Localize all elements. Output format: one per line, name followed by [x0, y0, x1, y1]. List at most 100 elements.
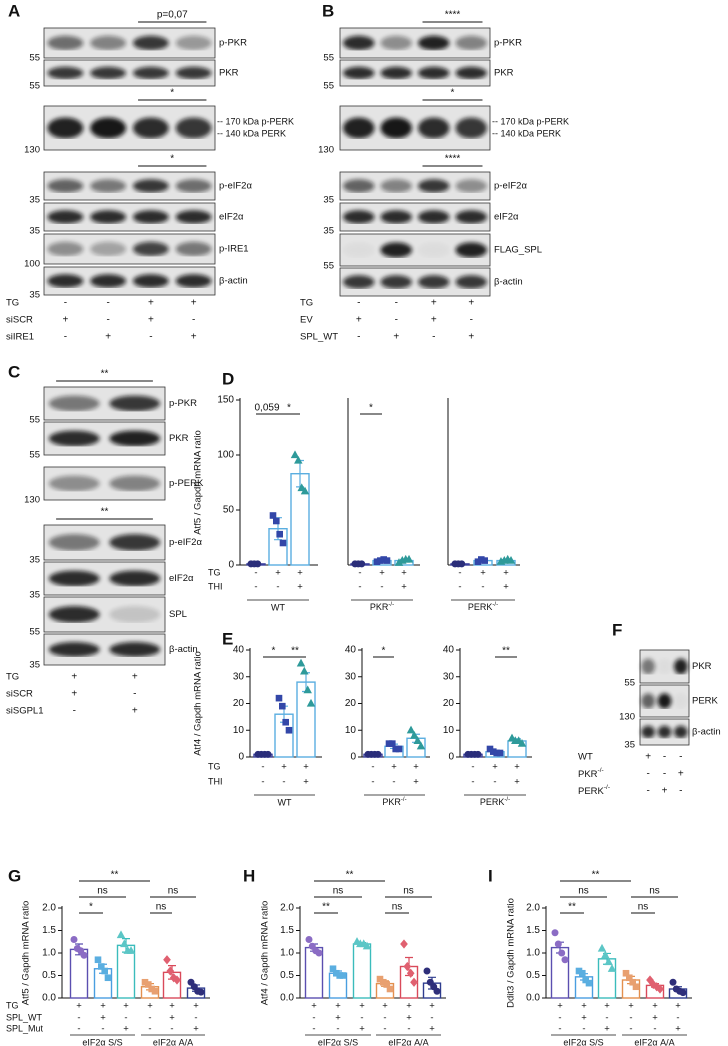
data-point: [652, 982, 661, 992]
y-tick-label: 30: [443, 671, 455, 682]
treatment-sign: +: [62, 315, 68, 326]
panel-letter: B: [322, 1, 334, 20]
blot-band: [109, 475, 161, 492]
data-point: [601, 950, 610, 959]
treatment-sign: -: [358, 568, 361, 579]
y-axis-label: Atf4 / Gapdh mRNA ratio: [260, 901, 271, 1006]
treatment-name: siSGPL1: [6, 706, 44, 717]
y-tick-label: 20: [345, 698, 357, 709]
treatment-sign: +: [76, 1001, 82, 1012]
treatment-sign: +: [406, 1013, 412, 1024]
treatment-sign: -: [192, 315, 195, 326]
y-tick-label: 0: [238, 752, 244, 763]
treatment-sign: -: [629, 1013, 632, 1024]
treatment-sign: +: [100, 1001, 106, 1012]
blot-band: [455, 210, 487, 224]
data-point: [308, 942, 316, 950]
blot-label: eIF2α: [219, 212, 244, 223]
treatment-sign: -: [148, 1013, 151, 1024]
blot-label: PERK: [692, 696, 719, 707]
treatment-sign: +: [503, 582, 509, 593]
blot-band: [175, 35, 212, 51]
treatment-sign: -: [64, 332, 67, 343]
data-point: [579, 969, 586, 977]
y-tick-label: 150: [217, 395, 234, 406]
blot-band: [90, 117, 127, 139]
data-point: [406, 725, 416, 734]
data-point: [649, 979, 658, 990]
treatment-sign: -: [679, 786, 682, 797]
data-point: [474, 750, 482, 758]
treatment-sign: +: [147, 1001, 153, 1012]
blot-label: β-actin: [494, 277, 523, 288]
blot-band: [109, 395, 161, 412]
panel-letter: H: [243, 866, 255, 885]
significance-label: ns: [638, 902, 649, 913]
y-tick-label: 40: [443, 645, 455, 656]
blot-band: [132, 241, 169, 257]
mw-marker: 35: [323, 226, 334, 237]
panel-letter: D: [222, 369, 234, 388]
blot-band: [132, 117, 169, 139]
data-point: [386, 985, 394, 993]
group-label-main: PERK: [480, 797, 505, 807]
treatment-sign: +: [335, 1013, 341, 1024]
significance-label: p=0,07: [157, 10, 188, 21]
mw-marker: 130: [24, 145, 40, 156]
treatment-sign: +: [413, 762, 419, 773]
data-point: [632, 983, 640, 991]
treatment-name: TG: [6, 298, 19, 309]
treatment-sign: -: [470, 315, 473, 326]
treatment-name-sup: -/-: [604, 784, 610, 791]
panel-letter: A: [8, 1, 20, 20]
blot-label: eIF2α: [169, 573, 194, 584]
treatment-sign: +: [393, 332, 399, 343]
data-point: [290, 450, 300, 459]
significance-label: **: [592, 870, 600, 881]
data-point: [264, 750, 272, 758]
blot-band: [132, 179, 169, 193]
data-point: [410, 730, 419, 739]
treatment-sign: +: [401, 568, 407, 579]
data-point: [481, 557, 488, 564]
blot-band: [47, 210, 84, 224]
data-point: [305, 936, 313, 943]
treatment-sign: -: [558, 1013, 561, 1024]
blot-label: PKR: [219, 68, 239, 79]
group-label-sup: -/-: [492, 602, 498, 608]
data-point: [166, 966, 175, 976]
blot-label: p-eIF2α: [494, 181, 527, 192]
data-point: [297, 483, 306, 492]
y-tick-label: 0.5: [42, 970, 56, 981]
treatment-sign: -: [392, 777, 395, 788]
group-label-sup: -/-: [504, 797, 510, 803]
data-point: [70, 936, 78, 943]
group-label: PKR-/-: [382, 797, 406, 808]
significance-label: ns: [578, 886, 589, 897]
data-point: [300, 666, 309, 675]
treatment-sign: +: [468, 332, 474, 343]
data-point: [561, 956, 569, 964]
blot-band: [455, 66, 487, 80]
treatment-sign: +: [148, 298, 154, 309]
mw-marker: 35: [323, 195, 334, 206]
blot-band: [343, 35, 375, 51]
data-point: [374, 750, 382, 758]
treatment-sign: -: [653, 1024, 656, 1035]
data-point: [116, 930, 126, 939]
data-point: [423, 967, 431, 975]
treatment-sign: -: [395, 298, 398, 309]
blot-band: [90, 179, 127, 193]
treatment-sign: -: [679, 752, 682, 763]
significance-label: **: [111, 870, 119, 881]
treatment-sign: +: [169, 1001, 175, 1012]
significance-label: ns: [168, 886, 179, 897]
blot-label: SPL: [169, 609, 187, 620]
data-point: [585, 979, 593, 987]
significance-label: *: [272, 646, 276, 657]
mw-marker: 55: [624, 678, 635, 689]
blot-band: [175, 179, 212, 193]
treatment-sign: -: [124, 1013, 127, 1024]
treatment-sign: -: [407, 1024, 410, 1035]
blot-band: [674, 693, 688, 708]
